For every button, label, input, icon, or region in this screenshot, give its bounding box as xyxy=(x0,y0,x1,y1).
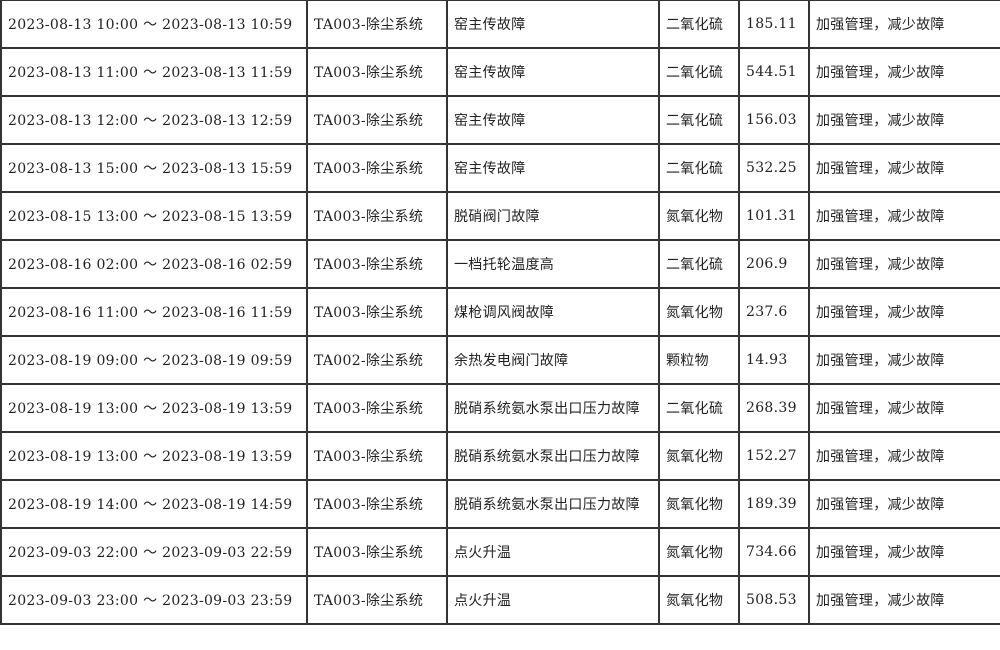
pollutant-cell: 二氧化硫 xyxy=(658,47,740,97)
pollutant-cell: 氮氧化物 xyxy=(658,527,740,577)
fault-cell: 脱硝系统氨水泵出口压力故障 xyxy=(446,431,660,481)
fault-cell: 窑主传故障 xyxy=(446,95,660,145)
time-period-cell: 2023-09-03 22:00 ～ 2023-09-03 22:59 xyxy=(0,527,308,577)
table-row: 2023-08-13 11:00 ～ 2023-08-13 11:59 TA003… xyxy=(0,47,1000,97)
value-cell: 268.39 xyxy=(738,383,810,433)
measure-cell: 加强管理，减少故障 xyxy=(808,383,1000,433)
table-row: 2023-08-19 13:00 ～ 2023-08-19 13:59 TA003… xyxy=(0,383,1000,433)
system-cell: TA003-除尘系统 xyxy=(306,575,448,625)
time-period-cell: 2023-08-19 09:00 ～ 2023-08-19 09:59 xyxy=(0,335,308,385)
table-body: 2023-08-13 10:00 ～ 2023-08-13 10:59 TA003… xyxy=(0,0,1000,625)
pollutant-cell: 颗粒物 xyxy=(658,335,740,385)
pollutant-cell: 二氧化硫 xyxy=(658,0,740,49)
time-period-cell: 2023-09-03 23:00 ～ 2023-09-03 23:59 xyxy=(0,575,308,625)
fault-cell: 点火升温 xyxy=(446,527,660,577)
table-row: 2023-08-15 13:00 ～ 2023-08-15 13:59 TA003… xyxy=(0,191,1000,241)
time-period-cell: 2023-08-19 13:00 ～ 2023-08-19 13:59 xyxy=(0,431,308,481)
table-row: 2023-08-16 02:00 ～ 2023-08-16 02:59 TA003… xyxy=(0,239,1000,289)
system-cell: TA003-除尘系统 xyxy=(306,479,448,529)
system-cell: TA003-除尘系统 xyxy=(306,239,448,289)
pollutant-cell: 二氧化硫 xyxy=(658,239,740,289)
measure-cell: 加强管理，减少故障 xyxy=(808,239,1000,289)
fault-cell: 脱硝系统氨水泵出口压力故障 xyxy=(446,479,660,529)
pollutant-cell: 二氧化硫 xyxy=(658,143,740,193)
table-row: 2023-08-19 14:00 ～ 2023-08-19 14:59 TA003… xyxy=(0,479,1000,529)
time-period-cell: 2023-08-13 12:00 ～ 2023-08-13 12:59 xyxy=(0,95,308,145)
measure-cell: 加强管理，减少故障 xyxy=(808,431,1000,481)
fault-cell: 脱硝阀门故障 xyxy=(446,191,660,241)
table-row: 2023-08-19 09:00 ～ 2023-08-19 09:59 TA002… xyxy=(0,335,1000,385)
value-cell: 189.39 xyxy=(738,479,810,529)
table-row: 2023-08-13 10:00 ～ 2023-08-13 10:59 TA003… xyxy=(0,0,1000,49)
measure-cell: 加强管理，减少故障 xyxy=(808,0,1000,49)
fault-cell: 窑主传故障 xyxy=(446,47,660,97)
fault-record-table: 2023-08-13 10:00 ～ 2023-08-13 10:59 TA003… xyxy=(0,0,1000,625)
measure-cell: 加强管理，减少故障 xyxy=(808,287,1000,337)
pollutant-cell: 二氧化硫 xyxy=(658,95,740,145)
system-cell: TA003-除尘系统 xyxy=(306,0,448,49)
value-cell: 734.66 xyxy=(738,527,810,577)
fault-cell: 一档托轮温度高 xyxy=(446,239,660,289)
time-period-cell: 2023-08-19 14:00 ～ 2023-08-19 14:59 xyxy=(0,479,308,529)
fault-cell: 窑主传故障 xyxy=(446,143,660,193)
value-cell: 532.25 xyxy=(738,143,810,193)
pollutant-cell: 氮氧化物 xyxy=(658,575,740,625)
pollutant-cell: 氮氧化物 xyxy=(658,431,740,481)
table-row: 2023-08-13 15:00 ～ 2023-08-13 15:59 TA003… xyxy=(0,143,1000,193)
value-cell: 101.31 xyxy=(738,191,810,241)
table-row: 2023-08-13 12:00 ～ 2023-08-13 12:59 TA003… xyxy=(0,95,1000,145)
system-cell: TA003-除尘系统 xyxy=(306,191,448,241)
pollutant-cell: 氮氧化物 xyxy=(658,287,740,337)
system-cell: TA002-除尘系统 xyxy=(306,335,448,385)
time-period-cell: 2023-08-13 15:00 ～ 2023-08-13 15:59 xyxy=(0,143,308,193)
system-cell: TA003-除尘系统 xyxy=(306,47,448,97)
fault-cell: 点火升温 xyxy=(446,575,660,625)
measure-cell: 加强管理，减少故障 xyxy=(808,335,1000,385)
value-cell: 237.6 xyxy=(738,287,810,337)
measure-cell: 加强管理，减少故障 xyxy=(808,479,1000,529)
measure-cell: 加强管理，减少故障 xyxy=(808,527,1000,577)
value-cell: 544.51 xyxy=(738,47,810,97)
table-row: 2023-09-03 22:00 ～ 2023-09-03 22:59 TA003… xyxy=(0,527,1000,577)
table-row: 2023-08-16 11:00 ～ 2023-08-16 11:59 TA003… xyxy=(0,287,1000,337)
measure-cell: 加强管理，减少故障 xyxy=(808,143,1000,193)
fault-cell: 余热发电阀门故障 xyxy=(446,335,660,385)
fault-cell: 煤枪调风阀故障 xyxy=(446,287,660,337)
fault-cell: 脱硝系统氨水泵出口压力故障 xyxy=(446,383,660,433)
time-period-cell: 2023-08-19 13:00 ～ 2023-08-19 13:59 xyxy=(0,383,308,433)
measure-cell: 加强管理，减少故障 xyxy=(808,575,1000,625)
time-period-cell: 2023-08-16 02:00 ～ 2023-08-16 02:59 xyxy=(0,239,308,289)
measure-cell: 加强管理，减少故障 xyxy=(808,47,1000,97)
system-cell: TA003-除尘系统 xyxy=(306,143,448,193)
pollutant-cell: 氮氧化物 xyxy=(658,479,740,529)
fault-cell: 窑主传故障 xyxy=(446,0,660,49)
system-cell: TA003-除尘系统 xyxy=(306,431,448,481)
time-period-cell: 2023-08-13 11:00 ～ 2023-08-13 11:59 xyxy=(0,47,308,97)
value-cell: 508.53 xyxy=(738,575,810,625)
pollutant-cell: 氮氧化物 xyxy=(658,191,740,241)
system-cell: TA003-除尘系统 xyxy=(306,287,448,337)
value-cell: 152.27 xyxy=(738,431,810,481)
time-period-cell: 2023-08-15 13:00 ～ 2023-08-15 13:59 xyxy=(0,191,308,241)
system-cell: TA003-除尘系统 xyxy=(306,527,448,577)
value-cell: 185.11 xyxy=(738,0,810,49)
time-period-cell: 2023-08-13 10:00 ～ 2023-08-13 10:59 xyxy=(0,0,308,49)
value-cell: 156.03 xyxy=(738,95,810,145)
pollutant-cell: 二氧化硫 xyxy=(658,383,740,433)
value-cell: 206.9 xyxy=(738,239,810,289)
value-cell: 14.93 xyxy=(738,335,810,385)
time-period-cell: 2023-08-16 11:00 ～ 2023-08-16 11:59 xyxy=(0,287,308,337)
system-cell: TA003-除尘系统 xyxy=(306,383,448,433)
table-row: 2023-09-03 23:00 ～ 2023-09-03 23:59 TA003… xyxy=(0,575,1000,625)
table-row: 2023-08-19 13:00 ～ 2023-08-19 13:59 TA003… xyxy=(0,431,1000,481)
measure-cell: 加强管理，减少故障 xyxy=(808,95,1000,145)
measure-cell: 加强管理，减少故障 xyxy=(808,191,1000,241)
system-cell: TA003-除尘系统 xyxy=(306,95,448,145)
